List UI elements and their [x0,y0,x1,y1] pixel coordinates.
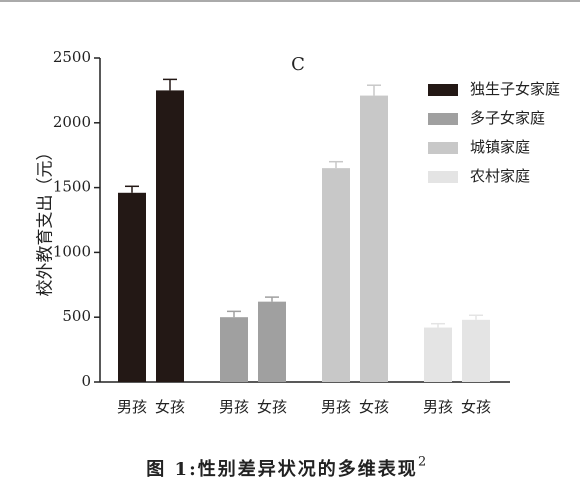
legend-label: 独生子女家庭 [470,80,560,98]
x-tick-label: 女孩 [461,398,491,416]
y-tick-label: 500 [62,307,91,325]
legend-swatch [428,84,458,96]
bar [424,327,452,382]
y-tick-label: 2000 [53,113,91,131]
chart-title: C [291,54,305,75]
x-tick-label: 女孩 [257,398,287,416]
x-tick-label: 男孩 [219,398,249,416]
legend-swatch [428,142,458,154]
legend-swatch [428,113,458,125]
y-tick-label: 1000 [53,242,91,260]
legend-label: 多子女家庭 [470,109,545,127]
bar [360,95,388,383]
caption-superscript: 2 [418,455,426,470]
x-tick-label: 女孩 [155,398,185,416]
bar [118,192,146,382]
bar [156,90,184,383]
legend-label: 城镇家庭 [470,138,530,156]
bar [258,301,286,382]
x-tick-label: 男孩 [117,398,147,416]
y-tick-label: 0 [81,372,91,390]
bar [322,168,350,382]
x-tick-label: 男孩 [423,398,453,416]
legend-swatch [428,171,458,183]
caption: 图 1:性别差异状况的多维表现 [146,458,417,480]
y-axis-label: 校外教育支出（元） [36,144,56,297]
bar [462,319,490,382]
x-tick-label: 男孩 [321,398,351,416]
x-tick-label: 女孩 [359,398,389,416]
y-tick-label: 1500 [53,178,91,196]
legend-label: 农村家庭 [470,167,530,185]
bar [220,317,248,382]
y-tick-label: 2500 [53,48,91,66]
